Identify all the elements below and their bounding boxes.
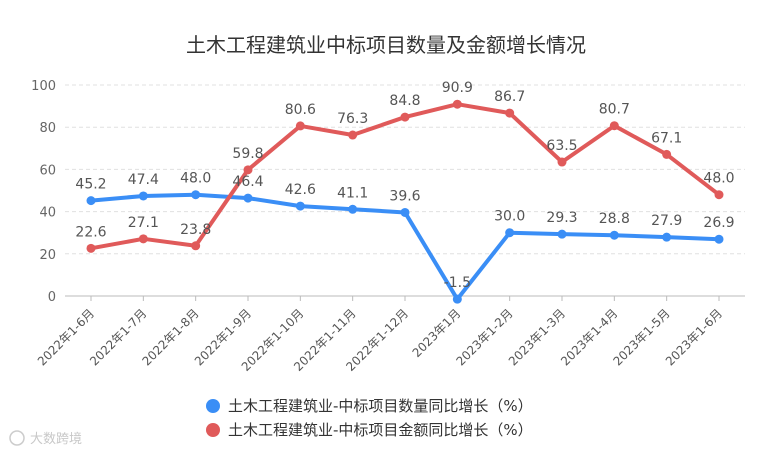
data-label: 67.1	[651, 130, 682, 146]
data-point[interactable]	[348, 204, 358, 214]
data-label: 47.4	[128, 172, 159, 188]
y-tick-label: 80	[39, 121, 56, 136]
data-point[interactable]	[295, 121, 305, 131]
data-label: 45.2	[75, 177, 106, 193]
data-point[interactable]	[609, 230, 619, 240]
legend-label[interactable]: 土木工程建筑业-中标项目数量同比增长（%）	[228, 397, 533, 415]
y-tick-label: 0	[48, 290, 56, 305]
legend-label[interactable]: 土木工程建筑业-中标项目金额同比增长（%）	[228, 421, 533, 439]
legend[interactable]: 土木工程建筑业-中标项目数量同比增长（%） 土木工程建筑业-中标项目金额同比增长（…	[206, 397, 533, 439]
data-label: 86.7	[494, 89, 525, 105]
y-tick-label: 40	[39, 206, 56, 221]
y-tick-label: 60	[39, 163, 56, 178]
legend-marker	[206, 423, 220, 437]
data-label: 26.9	[703, 215, 734, 231]
data-label: 59.8	[232, 146, 263, 162]
watermark: 大数跨境	[9, 430, 82, 447]
data-point[interactable]	[138, 191, 148, 201]
data-point[interactable]	[86, 243, 96, 253]
data-point[interactable]	[714, 234, 724, 244]
data-point[interactable]	[662, 232, 672, 242]
data-point[interactable]	[452, 99, 462, 109]
chart-title: 土木工程建筑业中标项目数量及金额增长情况	[186, 33, 586, 57]
data-labels: 45.2 47.4 48.0 46.4 42.6 41.1 39.6 -1.5 30.0 29.3…	[75, 80, 734, 291]
data-point[interactable]	[662, 149, 672, 159]
data-label: 46.4	[232, 174, 263, 190]
data-label: 27.1	[128, 215, 159, 231]
data-label: 28.8	[599, 211, 630, 227]
data-point[interactable]	[505, 228, 515, 238]
data-label: 39.6	[389, 188, 420, 204]
series	[86, 99, 724, 304]
data-label: 48.0	[180, 171, 211, 187]
y-tick-label: 100	[31, 79, 56, 94]
data-label: 63.5	[546, 138, 577, 154]
data-label: 84.8	[389, 93, 420, 109]
data-point[interactable]	[400, 112, 410, 122]
data-point[interactable]	[243, 193, 253, 203]
data-point[interactable]	[348, 130, 358, 140]
watermark-text: 大数跨境	[30, 432, 82, 447]
data-point[interactable]	[714, 190, 724, 200]
data-label: -1.5	[444, 275, 471, 291]
data-label: 30.0	[494, 209, 525, 225]
data-point[interactable]	[557, 157, 567, 167]
data-point[interactable]	[295, 201, 305, 211]
data-label: 42.6	[285, 182, 316, 198]
data-label: 27.9	[651, 213, 682, 229]
data-label: 23.8	[180, 222, 211, 238]
data-point[interactable]	[243, 165, 253, 175]
data-label: 22.6	[75, 224, 106, 240]
x-tick-label: 2023年1月	[410, 306, 464, 360]
data-point[interactable]	[557, 229, 567, 239]
grid	[65, 84, 745, 255]
data-point[interactable]	[86, 196, 96, 206]
data-label: 76.3	[337, 111, 368, 127]
data-label: 29.3	[546, 210, 577, 226]
data-point[interactable]	[191, 241, 201, 251]
data-point[interactable]	[138, 234, 148, 244]
data-label: 80.6	[285, 102, 316, 118]
data-point[interactable]	[191, 190, 201, 200]
data-point[interactable]	[505, 108, 515, 118]
data-label: 41.1	[337, 185, 368, 201]
legend-marker	[206, 399, 220, 413]
data-label: 90.9	[442, 80, 473, 96]
data-point[interactable]	[452, 294, 462, 304]
data-label: 48.0	[703, 171, 734, 187]
y-tick-label: 20	[39, 248, 56, 263]
data-point[interactable]	[609, 121, 619, 131]
data-label: 80.7	[599, 102, 630, 118]
data-point[interactable]	[400, 207, 410, 217]
watermark-logo-icon	[9, 430, 25, 446]
